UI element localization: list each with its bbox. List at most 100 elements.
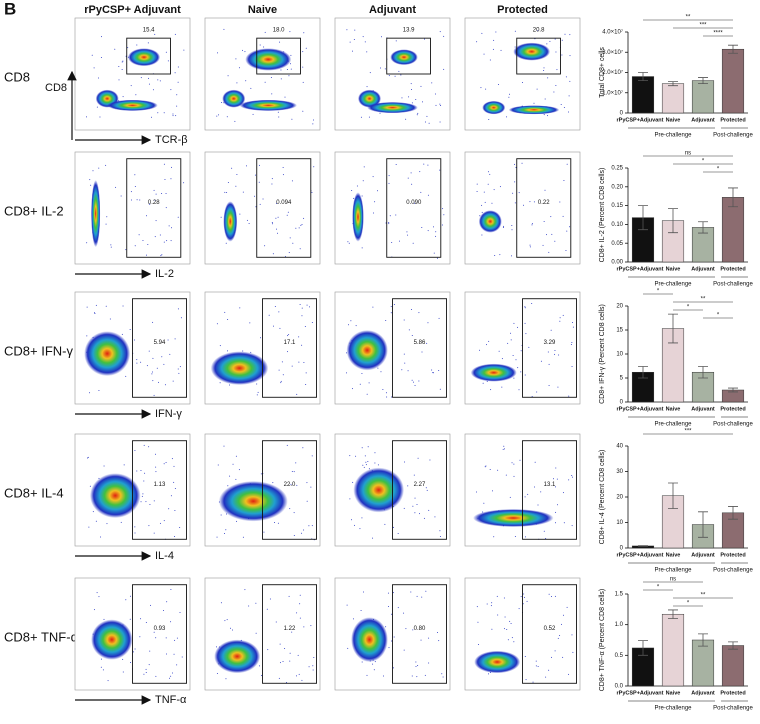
event-dot [311, 322, 313, 324]
event-dot [544, 98, 546, 100]
error-bar [668, 81, 678, 87]
event-dot [145, 672, 147, 674]
y-tick-label: 2.0×10⁷ [602, 69, 623, 76]
gate-percentage: 5.94 [154, 340, 166, 346]
gate-percentage: 17.1 [284, 340, 296, 346]
error-bar [668, 609, 678, 619]
event-dot [172, 115, 174, 117]
y-tick-label: 0 [620, 546, 624, 552]
event-dot [543, 70, 545, 72]
event-dot [105, 164, 107, 166]
event-dot [279, 662, 281, 664]
event-dot [488, 119, 490, 121]
event-dot [366, 674, 368, 676]
event-dot [299, 603, 301, 605]
event-dot [391, 640, 393, 642]
event-dot [227, 319, 229, 321]
event-dot [554, 240, 556, 242]
event-dot [92, 170, 94, 172]
event-dot [102, 669, 104, 671]
event-dot [440, 104, 442, 106]
event-dot [134, 174, 136, 176]
row-label: CD8+ IFN-γ [4, 343, 73, 358]
event-dot [134, 526, 136, 528]
event-dot [257, 391, 259, 393]
event-dot [524, 306, 526, 308]
event-dot [177, 66, 179, 68]
event-dot [403, 612, 405, 614]
y-tick-label: 0.25 [611, 166, 623, 172]
event-dot [289, 31, 291, 33]
event-dot [275, 217, 277, 219]
event-dot [377, 190, 379, 192]
event-dot [141, 495, 143, 497]
event-dot [280, 380, 282, 382]
event-dot [489, 173, 491, 175]
event-dot [286, 68, 288, 70]
event-dot [216, 646, 218, 648]
event-dot [156, 367, 158, 369]
event-dot [166, 240, 168, 242]
event-dot [565, 250, 567, 252]
event-dot [481, 204, 483, 206]
event-dot [174, 535, 176, 537]
event-dot [483, 53, 485, 55]
event-dot [540, 360, 542, 362]
event-dot [261, 675, 263, 677]
flow-plot: 0.93 [74, 577, 191, 691]
event-dot [416, 503, 418, 505]
x-tick-label: rPyCSP+Adjuvant [617, 552, 664, 558]
flow-plot: 0.28 [74, 151, 191, 265]
event-dot [175, 115, 177, 117]
event-dot [275, 621, 277, 623]
bar [691, 80, 715, 114]
event-dot [506, 116, 508, 118]
event-dot [507, 639, 509, 641]
event-dot [534, 461, 536, 463]
event-dot [174, 510, 176, 512]
event-dot [476, 183, 478, 185]
event-dot [258, 164, 260, 166]
event-dot [535, 660, 537, 662]
event-dot [277, 522, 279, 524]
event-dot [548, 384, 550, 386]
event-dot [380, 371, 382, 373]
event-dot [514, 535, 516, 537]
event-dot [415, 98, 417, 100]
event-dot [555, 467, 557, 469]
gate-percentage: 1.22 [284, 626, 296, 632]
event-dot [242, 350, 244, 352]
significance-label: * [687, 305, 690, 311]
event-dot [216, 323, 218, 325]
event-dot [526, 600, 528, 602]
axis-label: CD8 [45, 82, 67, 94]
event-dot [361, 247, 363, 249]
event-dot [303, 362, 305, 364]
event-dot [181, 656, 183, 658]
event-dot [250, 87, 252, 89]
event-dot [411, 379, 413, 381]
gate-percentage: 13.9 [403, 28, 415, 34]
gate-percentage: 0.93 [154, 626, 166, 632]
event-dot [367, 460, 369, 462]
x-tick-label: Naive [666, 266, 681, 272]
event-dot [561, 39, 563, 41]
event-dot [571, 476, 573, 478]
event-dot [523, 204, 525, 206]
x-tick-label: Adjuvant [691, 406, 715, 412]
event-dot [392, 592, 394, 594]
event-dot [279, 643, 281, 645]
x-tick-label: Protected [720, 552, 745, 558]
event-dot [568, 479, 570, 481]
density-blob [478, 210, 502, 233]
event-dot [142, 239, 144, 241]
event-dot [479, 349, 481, 351]
event-dot [510, 622, 512, 624]
significance-label: *** [699, 23, 707, 29]
y-tick-label: 0 [620, 400, 624, 406]
event-dot [280, 69, 282, 71]
event-dot [394, 75, 396, 77]
event-dot [425, 487, 427, 489]
event-dot [372, 306, 374, 308]
event-dot [407, 234, 409, 236]
